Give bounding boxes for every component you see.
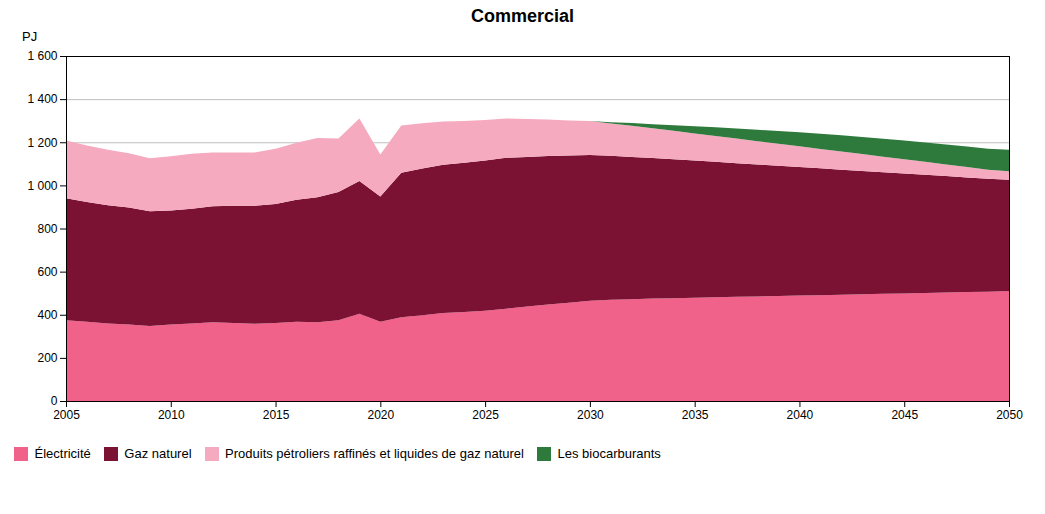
html-text:Commercial: Commercial <box>471 6 574 26</box>
html-text:PJ: PJ <box>22 29 38 44</box>
svg-text:2025: 2025 <box>472 408 499 422</box>
html-text:Les biocarburants: Les biocarburants <box>557 446 661 461</box>
svg-text:2035: 2035 <box>682 408 709 422</box>
svg-text:2040: 2040 <box>787 408 814 422</box>
svg-text:1 400: 1 400 <box>27 92 57 106</box>
svg-text:800: 800 <box>37 222 57 236</box>
svg-text:600: 600 <box>37 265 57 279</box>
svg-text:200: 200 <box>37 351 57 365</box>
svg-text:2015: 2015 <box>263 408 290 422</box>
svg-text:2005: 2005 <box>53 408 80 422</box>
svg-text:0: 0 <box>51 394 58 408</box>
html-text:Électricité: Électricité <box>34 446 91 461</box>
svg-text:2030: 2030 <box>577 408 604 422</box>
svg-text:1 600: 1 600 <box>27 49 57 63</box>
svg-text:2050: 2050 <box>996 408 1023 422</box>
html-text:Gaz naturel: Gaz naturel <box>124 446 192 461</box>
svg-text:400: 400 <box>37 308 57 322</box>
svg-text:2010: 2010 <box>158 408 185 422</box>
html-text:Produits pétroliers raffinés e: Produits pétroliers raffinés et liquides… <box>225 446 524 461</box>
svg-text:2045: 2045 <box>891 408 918 422</box>
svg-text:1 200: 1 200 <box>27 136 57 150</box>
svg-text:1 000: 1 000 <box>27 179 57 193</box>
svg-text:2020: 2020 <box>367 408 394 422</box>
